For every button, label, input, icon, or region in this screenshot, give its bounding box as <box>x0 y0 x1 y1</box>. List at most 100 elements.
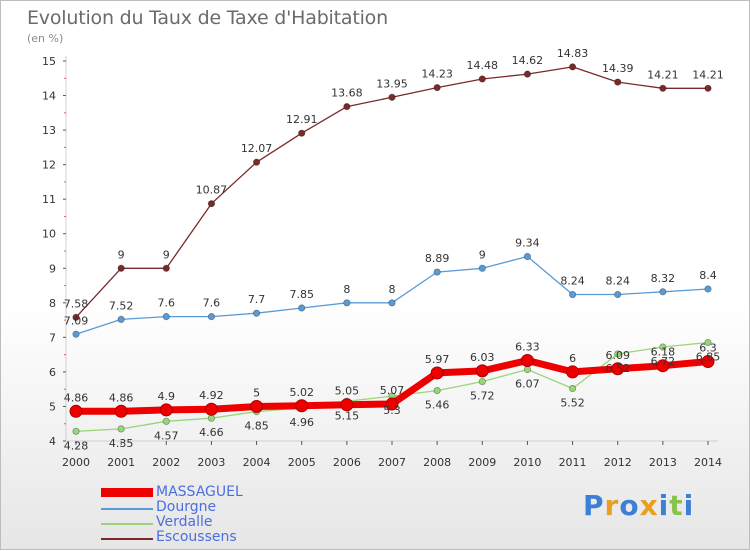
data-point-verdalle <box>659 343 667 351</box>
data-point-massaguel <box>385 397 399 411</box>
y-tick-label: 12 <box>42 159 56 172</box>
data-point-massaguel <box>340 398 354 412</box>
data-point-massaguel <box>566 365 580 379</box>
value-label-verdalle: 5.15 <box>335 409 360 422</box>
value-label-massaguel: 6.03 <box>470 351 495 364</box>
data-point-dourgne <box>523 252 532 261</box>
x-tick-label: 2014 <box>694 456 722 469</box>
data-point-escoussens <box>207 200 216 208</box>
value-label-dourgne: 7.6 <box>203 297 221 310</box>
data-point-verdalle <box>207 414 216 422</box>
value-label-verdalle: 4.57 <box>154 429 179 442</box>
value-label-escoussens: 14.48 <box>467 59 499 72</box>
value-label-escoussens: 12.91 <box>286 113 318 126</box>
logo-letter: P <box>583 489 605 522</box>
data-point-verdalle <box>72 427 80 435</box>
y-tick-label: 7 <box>49 331 56 344</box>
legend-swatch-verdalle <box>101 523 153 525</box>
x-tick-label: 2005 <box>288 456 316 469</box>
data-point-dourgne <box>704 285 712 293</box>
value-label-verdalle: 4.66 <box>199 426 224 439</box>
value-label-massaguel: 4.86 <box>109 391 134 404</box>
value-label-massaguel: 4.92 <box>199 389 224 402</box>
value-label-massaguel: 6.09 <box>605 349 630 362</box>
data-point-dourgne <box>162 313 170 321</box>
value-label-verdalle: 6.52 <box>605 362 630 375</box>
x-tick-label: 2010 <box>513 456 541 469</box>
value-label-escoussens: 14.83 <box>557 47 589 60</box>
value-label-massaguel: 5.02 <box>289 386 314 399</box>
value-label-dourgne: 8.24 <box>605 275 630 288</box>
value-label-massaguel: 5 <box>253 386 260 399</box>
legend-label-escoussens: Escoussens <box>156 529 237 545</box>
value-label-verdalle: 6.85 <box>696 351 721 364</box>
value-label-verdalle: 5.46 <box>425 399 450 412</box>
value-label-dourgne: 8 <box>389 283 396 296</box>
logo-letter: t <box>669 489 684 522</box>
x-tick-label: 2007 <box>378 456 406 469</box>
data-point-escoussens <box>298 129 306 137</box>
data-point-dourgne <box>117 315 125 323</box>
data-point-verdalle <box>478 377 486 386</box>
value-label-escoussens: 14.21 <box>692 68 724 81</box>
x-tick-label: 2006 <box>333 456 361 469</box>
y-tick-label: 10 <box>42 228 56 241</box>
value-label-massaguel: 6.33 <box>515 341 540 354</box>
data-point-verdalle <box>704 338 712 347</box>
data-point-dourgne <box>433 268 441 276</box>
data-point-verdalle <box>433 386 441 395</box>
data-point-dourgne <box>298 304 306 312</box>
data-point-verdalle <box>523 365 532 374</box>
value-label-verdalle: 5.3 <box>383 404 401 417</box>
logo-letter: o <box>619 489 640 522</box>
data-point-massaguel <box>295 399 309 413</box>
legend-label-massaguel: MASSAGUEL <box>156 484 243 500</box>
logo-letter: r <box>604 489 620 522</box>
data-point-dourgne <box>207 313 216 321</box>
data-point-massaguel <box>475 364 489 378</box>
value-label-verdalle: 4.35 <box>109 437 134 450</box>
data-point-massaguel <box>520 354 534 368</box>
value-label-verdalle: 4.28 <box>64 439 89 452</box>
data-point-escoussens <box>704 84 712 92</box>
value-label-escoussens: 10.87 <box>196 184 228 197</box>
legend-swatch-massaguel <box>101 488 153 497</box>
value-label-massaguel: 6 <box>569 352 576 365</box>
value-label-escoussens: 14.23 <box>421 68 453 81</box>
x-tick-label: 2008 <box>423 456 451 469</box>
x-tick-label: 2013 <box>649 456 677 469</box>
data-point-massaguel <box>701 355 715 369</box>
x-tick-label: 2011 <box>559 456 587 469</box>
data-point-escoussens <box>523 70 532 78</box>
x-tick-label: 2012 <box>604 456 632 469</box>
chart-series <box>69 63 715 435</box>
data-point-escoussens <box>117 264 125 272</box>
value-label-massaguel: 5.07 <box>380 384 405 397</box>
legend-label-dourgne: Dourgne <box>156 499 217 515</box>
x-tick-label: 2000 <box>62 456 90 469</box>
data-point-dourgne <box>252 309 261 317</box>
value-label-dourgne: 9.34 <box>515 237 540 250</box>
data-point-escoussens <box>252 158 261 166</box>
value-label-verdalle: 5.72 <box>470 390 495 403</box>
data-point-massaguel <box>159 403 173 417</box>
y-tick-label: 4 <box>49 435 56 448</box>
chart-subtitle: (en %) <box>27 32 64 45</box>
y-tick-label: 6 <box>49 366 56 379</box>
data-point-escoussens <box>388 93 396 101</box>
y-tick-label: 15 <box>42 55 56 68</box>
data-point-massaguel <box>114 404 128 418</box>
value-label-dourgne: 9 <box>479 248 486 261</box>
data-point-massaguel <box>611 362 625 376</box>
value-label-dourgne: 8.32 <box>651 272 676 285</box>
x-tick-label: 2003 <box>197 456 225 469</box>
value-label-massaguel: 5.97 <box>425 353 450 366</box>
value-label-verdalle: 4.96 <box>289 416 314 429</box>
value-label-massaguel: 4.9 <box>158 390 176 403</box>
chart-axes: 4 5 6 7 8 9 10 11 12 13 14 15 2000 2001 2002 2003 2004 20… <box>42 55 722 469</box>
data-point-escoussens <box>72 313 80 321</box>
legend-swatch-dourgne <box>101 508 153 510</box>
value-label-dourgne: 8.24 <box>560 275 585 288</box>
